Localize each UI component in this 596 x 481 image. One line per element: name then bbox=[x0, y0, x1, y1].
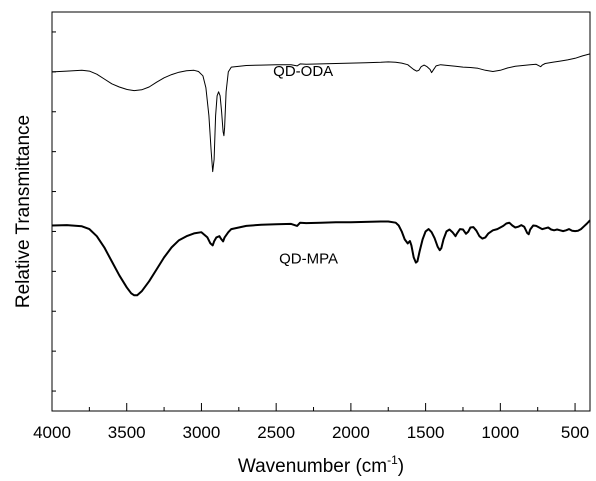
y-axis-label: Relative Transmittance bbox=[13, 115, 34, 308]
x-tick-label: 1000 bbox=[481, 423, 519, 442]
series-labels: QD-ODA QD-MPA bbox=[273, 63, 338, 268]
x-axis-label-close: ) bbox=[398, 456, 404, 477]
x-axis-label-superscript: -1 bbox=[387, 453, 398, 467]
x-tick-label: 2500 bbox=[257, 423, 295, 442]
series-label-qd-oda: QD-ODA bbox=[273, 63, 333, 80]
x-axis-label-main: Wavenumber (cm bbox=[238, 456, 387, 477]
x-tick-label: 1500 bbox=[407, 423, 445, 442]
x-tick-label: 3000 bbox=[183, 423, 221, 442]
series-line-qd-oda bbox=[51, 53, 591, 173]
x-ticks: 4000 3500 3000 2500 2000 1500 1000 500 bbox=[33, 403, 589, 442]
series-line-qd-mpa bbox=[51, 219, 591, 297]
x-axis-label: Wavenumber (cm-1) bbox=[238, 453, 404, 477]
x-tick-label: 500 bbox=[561, 423, 589, 442]
series-label-qd-mpa: QD-MPA bbox=[279, 250, 338, 267]
x-tick-label: 3500 bbox=[108, 423, 146, 442]
series-group bbox=[51, 53, 591, 297]
x-tick-label: 2000 bbox=[332, 423, 370, 442]
x-tick-label: 4000 bbox=[33, 423, 71, 442]
plot-frame bbox=[51, 11, 591, 412]
y-minor-ticks bbox=[52, 31, 56, 392]
